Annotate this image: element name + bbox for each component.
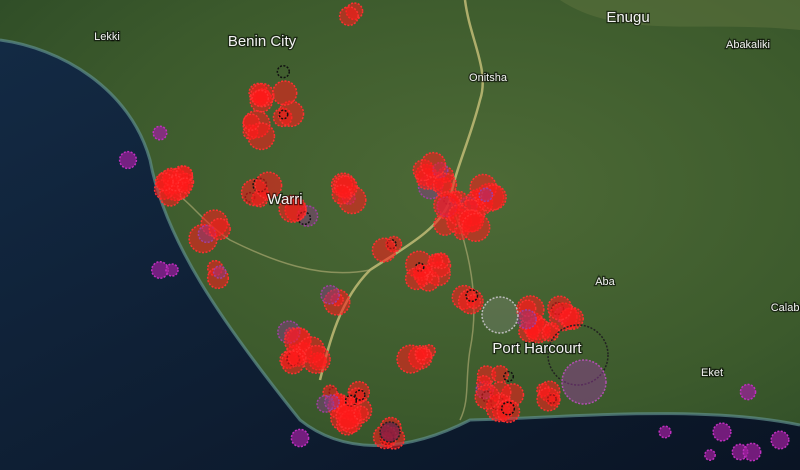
incident-marker <box>276 64 291 79</box>
incident-marker <box>466 294 482 310</box>
place-label: Port Harcourt <box>492 340 582 357</box>
incident-marker <box>536 387 561 412</box>
incident-marker <box>427 253 444 269</box>
incident-marker <box>278 194 307 223</box>
incident-marker <box>154 172 174 192</box>
incident-marker <box>320 284 340 305</box>
incident-marker <box>331 184 352 205</box>
incident-marker <box>561 359 607 405</box>
place-label: Warri <box>267 191 302 208</box>
place-label: Enugu <box>606 9 649 26</box>
place-label: Abakaliki <box>726 39 770 51</box>
incident-marker <box>500 401 516 416</box>
incident-marker <box>152 125 168 141</box>
place-label: Aba <box>595 276 615 288</box>
incident-marker <box>739 383 757 401</box>
incident-marker <box>404 267 428 291</box>
incident-marker <box>712 422 732 442</box>
incident-marker <box>516 309 537 330</box>
incident-marker <box>704 449 716 461</box>
place-label: Eket <box>701 367 723 379</box>
incident-marker <box>353 405 369 421</box>
incident-marker <box>247 122 276 151</box>
incident-marker <box>503 371 515 382</box>
incident-marker <box>414 262 425 272</box>
incident-marker <box>338 6 359 27</box>
incident-marker <box>414 346 429 361</box>
incident-marker <box>481 296 519 334</box>
incident-marker <box>280 350 305 375</box>
incident-marker <box>118 150 138 170</box>
incident-marker <box>480 184 507 211</box>
incident-marker <box>474 384 501 410</box>
incident-marker <box>177 177 194 194</box>
incident-marker <box>212 265 227 279</box>
place-label: Calabar <box>771 302 800 314</box>
incident-marker <box>290 428 310 448</box>
incident-marker <box>379 421 401 443</box>
place-label: Benin City <box>228 33 297 50</box>
incident-marker <box>547 295 573 321</box>
incident-marker <box>301 344 331 374</box>
place-label: Lekki <box>94 31 120 43</box>
place-labels: Lekki Benin City Onitsha Enugu Abakaliki… <box>93 8 800 380</box>
incident-marker <box>386 239 397 250</box>
incident-marker <box>478 187 494 203</box>
incident-marker <box>277 100 305 128</box>
incident-marker <box>330 292 344 307</box>
incident-marker <box>742 442 762 462</box>
incident-markers <box>118 2 790 462</box>
incident-marker <box>420 151 447 178</box>
incident-marker <box>165 263 179 277</box>
incident-marker <box>461 212 491 243</box>
incident-marker <box>323 394 340 411</box>
river <box>169 189 371 274</box>
highland <box>560 0 800 30</box>
incident-marker <box>208 217 231 241</box>
incident-marker <box>371 237 397 263</box>
ocean <box>0 40 800 470</box>
coastline <box>0 38 800 447</box>
incident-marker <box>316 394 335 413</box>
incident-marker <box>518 299 537 318</box>
incident-marker <box>491 365 510 384</box>
incident-marker <box>271 80 298 106</box>
place-label: Onitsha <box>469 72 508 84</box>
incident-marker <box>496 399 521 424</box>
incident-marker <box>278 109 289 120</box>
incident-marker <box>547 324 609 386</box>
incident-marker <box>658 425 672 439</box>
incident-marker <box>251 89 270 108</box>
incident-marker <box>465 289 479 303</box>
incident-marker <box>254 171 283 200</box>
incident-marker <box>242 113 261 131</box>
incident-marker <box>354 389 366 401</box>
incident-marker <box>770 430 790 450</box>
